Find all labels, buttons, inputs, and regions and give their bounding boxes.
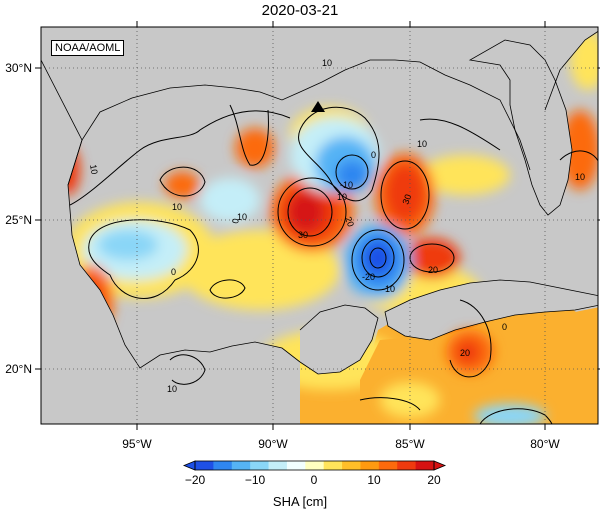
colorbar-tick-label: −20 bbox=[185, 473, 206, 487]
contour-line bbox=[419, 118, 501, 151]
anomaly-blob bbox=[200, 178, 260, 222]
lat-label: 20°N bbox=[5, 362, 32, 376]
credit-label: NOAA/AOML bbox=[51, 40, 125, 56]
contour-label: 20 bbox=[428, 265, 438, 275]
lon-label: 85°W bbox=[395, 437, 425, 451]
contour-labels: 10 10 0 10 10 10 0 30 20 -10 30 20 -20 -… bbox=[88, 58, 585, 394]
colorbar-segment bbox=[415, 461, 435, 470]
colorbar-tick-label: −10 bbox=[245, 473, 266, 487]
lat-label: 25°N bbox=[5, 213, 32, 227]
contour-label: 30 bbox=[298, 230, 308, 240]
colorbar-segment bbox=[268, 461, 288, 470]
contour-label: 10 bbox=[575, 172, 585, 182]
contour-label: -10 bbox=[382, 284, 395, 294]
contour-label: 10 bbox=[172, 202, 182, 212]
contour-label: 10 bbox=[88, 164, 100, 176]
contour-label: 0 bbox=[230, 218, 241, 225]
contour-label: 10 bbox=[167, 384, 177, 394]
contour-line bbox=[369, 247, 387, 269]
contour-label: -20 bbox=[362, 272, 375, 282]
lat-label: 30°N bbox=[5, 61, 32, 75]
colorbar-segment bbox=[286, 461, 306, 470]
contour-line bbox=[69, 110, 291, 206]
buoy-triangle-icon bbox=[311, 101, 325, 112]
anomaly-blob bbox=[364, 242, 392, 274]
page-title: 2020-03-21 bbox=[261, 2, 339, 19]
contour-line bbox=[479, 408, 553, 424]
map-frame bbox=[40, 26, 599, 425]
anomaly-blob bbox=[404, 238, 460, 278]
contour-line bbox=[287, 187, 333, 237]
colorbar-tick-label: 0 bbox=[311, 473, 318, 487]
colorbar-segment bbox=[250, 461, 270, 470]
anomaly-blob bbox=[456, 340, 480, 364]
colorbar-segment bbox=[360, 461, 380, 470]
contour-line bbox=[298, 106, 380, 202]
colorbar-segment bbox=[397, 461, 417, 470]
anomaly-blob bbox=[164, 171, 200, 199]
contour-lines bbox=[69, 104, 598, 424]
colorbar-tick-label: 20 bbox=[427, 473, 441, 487]
contour-line bbox=[409, 243, 455, 273]
contour-line bbox=[169, 354, 206, 385]
graticule bbox=[41, 27, 598, 424]
contour-line bbox=[359, 397, 421, 411]
contour-label: 0 bbox=[371, 150, 376, 160]
anomaly-blob bbox=[336, 160, 368, 190]
anomaly-blob bbox=[235, 128, 275, 168]
anomaly-blob bbox=[380, 382, 440, 418]
contour-line bbox=[351, 229, 405, 291]
contour-line bbox=[159, 166, 206, 197]
lat-labels: 30°N 25°N 20°N bbox=[5, 61, 32, 376]
colorbar-frame bbox=[194, 460, 435, 471]
colorbar-segment bbox=[305, 461, 325, 470]
colorbar-tick-label: 10 bbox=[367, 473, 381, 487]
contour-label: 20 bbox=[460, 348, 470, 358]
contour-line bbox=[277, 177, 347, 247]
colorbar-segment bbox=[323, 461, 343, 470]
contour-line bbox=[209, 279, 246, 299]
contour-label: 0 bbox=[502, 322, 507, 332]
colorbar bbox=[182, 460, 447, 471]
colorbar-segment bbox=[231, 461, 251, 470]
contour-line bbox=[361, 238, 395, 278]
contour-label: 30 bbox=[400, 193, 413, 206]
lon-labels: 95°W 90°W 85°W 80°W bbox=[122, 437, 560, 451]
land-overlay bbox=[41, 27, 598, 424]
anomaly-blob bbox=[385, 163, 425, 223]
anomaly-blob bbox=[98, 230, 158, 260]
contour-label: 10 bbox=[417, 139, 427, 149]
anomaly-blob bbox=[288, 192, 324, 232]
lon-label: 80°W bbox=[530, 437, 560, 451]
contour-label: 0 bbox=[171, 267, 176, 277]
colorbar-segment bbox=[342, 461, 361, 470]
contour-label: 10 bbox=[237, 212, 247, 222]
contour-line bbox=[229, 104, 269, 166]
contour-line bbox=[559, 150, 598, 163]
lon-label: 95°W bbox=[122, 437, 152, 451]
contour-label: 10 bbox=[322, 58, 332, 68]
coastline bbox=[41, 30, 598, 375]
colorbar-min-arrow bbox=[182, 460, 196, 471]
colorbar-max-arrow bbox=[433, 460, 447, 471]
contour-label: 20 bbox=[343, 215, 356, 228]
contour-line bbox=[335, 154, 369, 190]
colorbar-label: SHA [cm] bbox=[272, 494, 328, 509]
colorbar-ticks: −20 −10 0 10 20 bbox=[185, 473, 441, 487]
contour-line bbox=[449, 299, 492, 378]
lon-label: 90°W bbox=[258, 437, 288, 451]
colorbar-segment bbox=[195, 461, 214, 470]
anomaly-blob bbox=[420, 155, 510, 195]
axis-ticks bbox=[35, 21, 600, 430]
colorbar-segment bbox=[213, 461, 233, 470]
contour-label: 10 bbox=[337, 192, 347, 202]
colorbar-segment bbox=[378, 461, 398, 470]
contour-line bbox=[380, 160, 430, 230]
contour-label: -10 bbox=[340, 180, 353, 190]
